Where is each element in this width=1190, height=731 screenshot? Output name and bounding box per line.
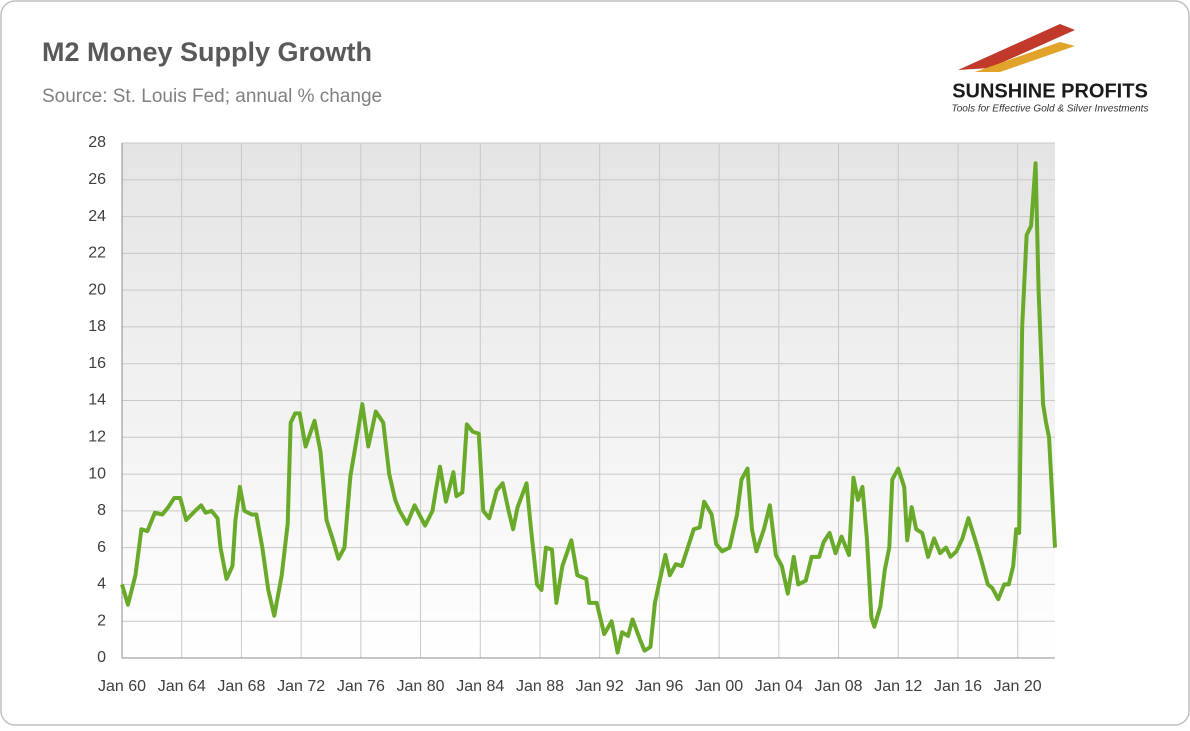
- y-tick-label: 10: [88, 465, 106, 482]
- x-tick-label: Jan 20: [994, 678, 1042, 695]
- y-tick-label: 2: [97, 612, 106, 629]
- x-tick-label: Jan 64: [158, 678, 206, 695]
- logo-swoosh: [975, 42, 1075, 72]
- x-tick-label: Jan 04: [755, 678, 803, 695]
- x-tick-label: Jan 96: [635, 678, 683, 695]
- x-tick-label: Jan 72: [277, 678, 325, 695]
- y-tick-label: 26: [88, 171, 106, 188]
- x-tick-label: Jan 12: [874, 678, 922, 695]
- x-tick-label: Jan 84: [456, 678, 504, 695]
- y-tick-label: 12: [88, 429, 106, 446]
- x-tick-label: Jan 92: [576, 678, 624, 695]
- data-line: [120, 161, 1057, 655]
- logo: SUNSHINE PROFITS Tools for Effective Gol…: [952, 24, 1149, 115]
- y-tick-label: 14: [88, 392, 106, 409]
- x-tick-label: Jan 68: [217, 678, 265, 695]
- y-tick-label: 16: [88, 355, 106, 372]
- logo-tagline: Tools for Effective Gold & Silver Invest…: [952, 104, 1149, 115]
- x-tick-label: Jan 76: [337, 678, 385, 695]
- logo-swoosh: [958, 24, 1075, 70]
- x-tick-label: Jan 88: [516, 678, 564, 695]
- y-tick-label: 18: [88, 318, 106, 335]
- x-tick-label: Jan 60: [98, 678, 146, 695]
- logo-name: SUNSHINE PROFITS: [952, 80, 1148, 102]
- x-tick-label: Jan 80: [397, 678, 445, 695]
- chart-subtitle: Source: St. Louis Fed; annual % change: [42, 86, 382, 107]
- chart-title: M2 Money Supply Growth: [42, 37, 372, 67]
- x-tick-label: Jan 00: [695, 678, 743, 695]
- y-tick-label: 22: [88, 245, 106, 262]
- y-tick-label: 8: [97, 502, 106, 519]
- y-tick-label: 20: [88, 281, 106, 298]
- y-tick-label: 28: [88, 134, 106, 151]
- x-tick-label: Jan 08: [815, 678, 863, 695]
- x-tick-label: Jan 16: [934, 678, 982, 695]
- y-tick-label: 6: [97, 539, 106, 556]
- y-tick-label: 0: [97, 649, 106, 666]
- y-tick-label: 24: [88, 208, 106, 225]
- y-tick-label: 4: [97, 576, 106, 593]
